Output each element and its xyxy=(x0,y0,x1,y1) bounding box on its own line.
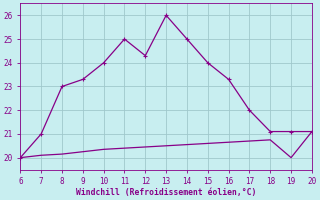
X-axis label: Windchill (Refroidissement éolien,°C): Windchill (Refroidissement éolien,°C) xyxy=(76,188,256,197)
